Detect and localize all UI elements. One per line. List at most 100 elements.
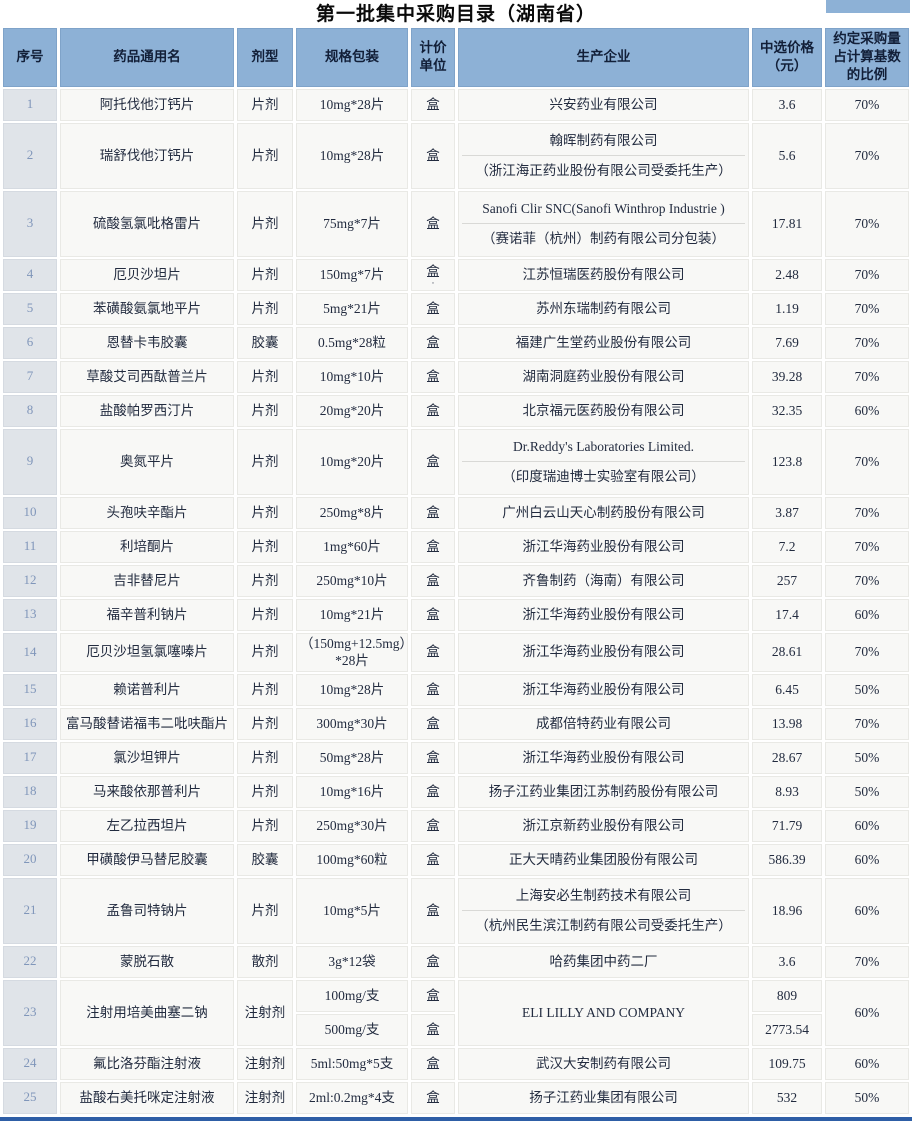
cell-no: 10	[3, 496, 57, 529]
cell-manufacturer: 北京福元医药股份有限公司	[458, 394, 749, 427]
unit-text: 盒	[426, 96, 440, 112]
cell-dosage-form: 散剂	[237, 945, 293, 978]
cell-no: 20	[3, 843, 57, 876]
cell-price: 109.75	[752, 1047, 822, 1080]
cell-dosage-form: 片剂	[237, 775, 293, 808]
cell-ratio: 70%	[825, 326, 909, 359]
unit-text: 盒	[426, 783, 440, 799]
cell-no: 5	[3, 292, 57, 325]
cell-manufacturer: 成都倍特药业有限公司	[458, 707, 749, 740]
cell-unit: 盒	[411, 564, 455, 597]
cell-manufacturer: 江苏恒瑞医药股份有限公司	[458, 258, 749, 291]
table-row: 15 赖诺普利片 片剂 10mg*28片 盒 浙江华海药业股份有限公司 6.45 50%	[3, 673, 909, 706]
cell-unit: 盒	[411, 741, 455, 774]
cell-price: 7.2	[752, 530, 822, 563]
table-row: 11 利培酮片 片剂 1mg*60片 盒 浙江华海药业股份有限公司 7.2 70%	[3, 530, 909, 563]
cell-price: 3.6	[752, 88, 822, 121]
cell-dosage-form: 片剂	[237, 530, 293, 563]
cell-no: 14	[3, 632, 57, 672]
cell-spec: 0.5mg*28粒	[296, 326, 408, 359]
cell-spec: 10mg*28片	[296, 122, 408, 189]
cell-price: 6.45	[752, 673, 822, 706]
cell-unit: 盒	[411, 707, 455, 740]
table-row: 25 盐酸右美托咪定注射液 注射剂 2ml:0.2mg*4支盒扬子江药业集团有限公司 5…	[3, 1081, 909, 1114]
cell-unit: 盒	[411, 530, 455, 563]
cell-unit: 盒	[411, 632, 455, 672]
cell-dosage-form: 片剂	[237, 394, 293, 427]
cell-spec: 100mg*60粒	[296, 843, 408, 876]
cell-unit: 盒	[411, 945, 455, 978]
cell-ratio: 60%	[825, 979, 909, 1046]
unit-text: 盒	[426, 453, 440, 469]
cell-no: 23	[3, 979, 57, 1046]
cell-unit: 盒	[411, 673, 455, 706]
cell-dosage-form: 片剂	[237, 707, 293, 740]
column-header-spec: 规格包装	[296, 28, 408, 87]
cell-price: 18.96	[752, 877, 822, 944]
unit-text: 盒	[426, 817, 440, 833]
cell-manufacturer: Dr.Reddy's Laboratories Limited. （印度瑞迪博士实…	[458, 428, 749, 495]
cell-price: 809	[752, 979, 822, 1012]
cell-unit: 盒	[411, 979, 455, 1012]
cell-price: 5.6	[752, 122, 822, 189]
unit-text: 盒	[426, 147, 440, 163]
cell-no: 21	[3, 877, 57, 944]
cell-dosage-form: 片剂	[237, 496, 293, 529]
cell-manufacturer: 浙江华海药业股份有限公司	[458, 632, 749, 672]
cell-ratio: 50%	[825, 1081, 909, 1114]
table-row: 23 注射用培美曲塞二钠 注射剂 100mg/支盒 ELI LILLY AND COMP…	[3, 979, 909, 1046]
cell-spec: 10mg*28片	[296, 88, 408, 121]
cell-spec: 100mg/支	[296, 979, 408, 1012]
cell-manufacturer: 正大天晴药业集团股份有限公司	[458, 843, 749, 876]
cell-spec: 10mg*10片	[296, 360, 408, 393]
cell-drug-name: 厄贝沙坦片	[60, 258, 234, 291]
cell-drug-name: 恩替卡韦胶囊	[60, 326, 234, 359]
cell-no: 18	[3, 775, 57, 808]
cell-price: 2.48	[752, 258, 822, 291]
cell-no: 8	[3, 394, 57, 427]
cell-ratio: 50%	[825, 741, 909, 774]
cell-manufacturer: 上海安必生制药技术有限公司 （杭州民生滨江制药有限公司受委托生产）	[458, 877, 749, 944]
cell-drug-name: 甲磺酸伊马替尼胶囊	[60, 843, 234, 876]
table-row: 4 厄贝沙坦片 片剂 150mg*7片盒 · 江苏恒瑞医药股份有限公司 2.48 70%	[3, 258, 909, 291]
cell-price: 123.8	[752, 428, 822, 495]
cell-unit: 盒	[411, 1081, 455, 1114]
table-row: 24 氟比洛芬酯注射液 注射剂 5ml:50mg*5支 盒 武汉大安制药有限公司 109.7…	[3, 1047, 909, 1080]
column-header-no: 序号	[3, 28, 57, 87]
cell-unit: 盒	[411, 843, 455, 876]
cell-manufacturer: 广州白云山天心制药股份有限公司	[458, 496, 749, 529]
cell-spec: 10mg*16片	[296, 775, 408, 808]
table-row: 10 头孢呋辛酯片 片剂 250mg*8片 盒 广州白云山天心制药股份有限公司 3.87 70…	[3, 496, 909, 529]
cell-unit: 盒	[411, 360, 455, 393]
table-row: 3 硫酸氢氯吡格雷片 片剂 75mg*7片 盒 Sanofi Clir SNC(Sanof…	[3, 190, 909, 257]
cell-ratio: 70%	[825, 360, 909, 393]
unit-text: 盒	[426, 681, 440, 697]
cell-spec: 5ml:50mg*5支	[296, 1047, 408, 1080]
cell-drug-name: 利培酮片	[60, 530, 234, 563]
cell-unit: 盒 ·	[411, 258, 455, 291]
cell-drug-name: 注射用培美曲塞二钠	[60, 979, 234, 1046]
unit-text: 盒	[426, 334, 440, 350]
cell-unit: 盒	[411, 88, 455, 121]
cell-manufacturer: 福建广生堂药业股份有限公司	[458, 326, 749, 359]
unit-text: 盒	[426, 572, 440, 588]
cell-ratio: 60%	[825, 877, 909, 944]
cell-drug-name: 头孢呋辛酯片	[60, 496, 234, 529]
table-subrow: 500mg/支盒 2773.54	[3, 1013, 909, 1046]
cell-spec: 3g*12袋	[296, 945, 408, 978]
cell-manufacturer: 武汉大安制药有限公司	[458, 1047, 749, 1080]
table-body: 1 阿托伐他汀钙片 片剂 10mg*28片盒兴安药业有限公司 3.6 70% 2 瑞舒伐他汀钙…	[3, 88, 909, 1114]
cell-spec: 10mg*21片	[296, 598, 408, 631]
cell-spec: 5mg*21片	[296, 292, 408, 325]
header-row: 序号 药品通用名 剂型 规格包装 计价单位 生产企业 中选价格（元） 约定采购量占计算基数的比…	[3, 28, 909, 87]
table-row: 16 富马酸替诺福韦二吡呋酯片 片剂 300mg*30片 盒 成都倍特药业有限公司 13.9…	[3, 707, 909, 740]
unit-text: 盒	[426, 300, 440, 316]
cell-manufacturer: 浙江京新药业股份有限公司	[458, 809, 749, 842]
stacked-line: Sanofi Clir SNC(Sanofi Winthrop Industri…	[482, 200, 725, 216]
cell-dosage-form: 胶囊	[237, 326, 293, 359]
unit-note: ·	[431, 277, 435, 288]
table-row: 22 蒙脱石散 散剂 3g*12袋 盒 哈药集团中药二厂 3.6 70%	[3, 945, 909, 978]
stacked-lines: 上海安必生制药技术有限公司 （杭州民生滨江制药有限公司受委托生产）	[462, 881, 745, 940]
cell-spec: 250mg*8片	[296, 496, 408, 529]
cell-price: 3.87	[752, 496, 822, 529]
